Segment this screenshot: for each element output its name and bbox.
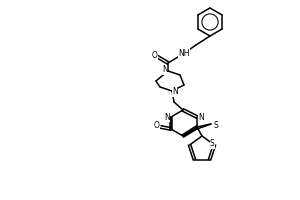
Text: N: N bbox=[164, 112, 170, 121]
Text: N: N bbox=[198, 112, 204, 121]
Text: O: O bbox=[154, 121, 160, 130]
Text: S: S bbox=[210, 139, 215, 148]
Text: O: O bbox=[152, 51, 158, 60]
Text: N: N bbox=[172, 88, 178, 97]
Text: NH: NH bbox=[178, 48, 190, 58]
Text: N: N bbox=[162, 66, 168, 74]
Text: S: S bbox=[214, 120, 218, 130]
